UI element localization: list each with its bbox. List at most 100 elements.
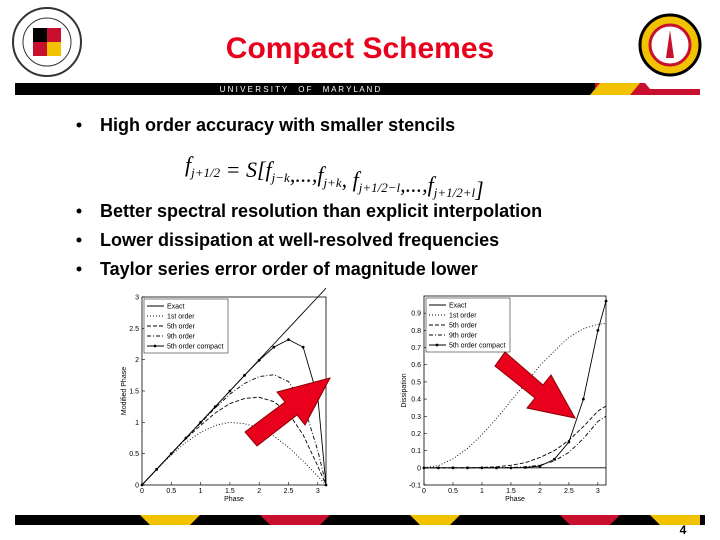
y-tick-label: -0.1 — [409, 483, 421, 490]
y-tick-label: 2 — [135, 357, 139, 364]
x-tick-label: 2.5 — [284, 488, 294, 495]
x-tick-label: 1.5 — [506, 488, 516, 495]
legend-box — [143, 298, 229, 354]
x-axis-label: Phase — [505, 496, 525, 503]
series-marker — [538, 464, 542, 468]
bottom-stripe — [15, 515, 705, 525]
x-tick-label: 0.5 — [166, 488, 176, 495]
series-marker — [604, 299, 608, 303]
formula: fj+1/2 = S[fj−k,...,fj+k, fj+1/2−l,...,f… — [185, 152, 484, 202]
university-seal — [12, 7, 82, 77]
banner-text: U N I V E R S I T Y O F M A R Y L A N D — [220, 85, 381, 94]
series-marker — [581, 397, 585, 401]
bullet-dot — [76, 237, 82, 243]
x-tick-label: 0 — [140, 488, 144, 495]
y-tick-label: 1.5 — [129, 389, 139, 396]
legend-label: 5th order compact — [167, 344, 223, 351]
x-tick-label: 0 — [422, 488, 426, 495]
legend-label: 9th order — [167, 334, 196, 341]
x-tick-label: 1 — [480, 488, 484, 495]
y-tick-label: 0 — [135, 483, 139, 490]
bullet-text: High order accuracy with smaller stencil… — [100, 115, 455, 135]
series-marker — [553, 457, 556, 461]
series-line — [141, 396, 327, 486]
y-tick-label: 0.5 — [411, 379, 421, 386]
series-line — [424, 415, 607, 469]
series-marker — [243, 373, 246, 377]
series-marker — [199, 420, 202, 424]
x-tick-label: 3 — [596, 488, 600, 495]
bullet-dot — [76, 122, 82, 128]
legend-label: 9th order — [449, 333, 478, 340]
x-tick-label: 2 — [538, 488, 542, 495]
series-marker — [155, 467, 159, 471]
x-tick-label: 3 — [316, 488, 320, 495]
series-line — [423, 323, 607, 469]
y-tick-label: 1 — [135, 420, 139, 427]
series-marker — [509, 466, 513, 470]
series-marker — [228, 389, 232, 393]
formula-part: ] — [474, 177, 484, 202]
series-marker — [301, 345, 305, 349]
series-marker — [596, 328, 600, 332]
arrow — [494, 351, 576, 419]
slide-title: Compact Schemes — [226, 32, 494, 65]
formula-subscript: j+1/2 — [189, 165, 220, 180]
formula-subscript: j−k — [270, 170, 290, 185]
formula-subscript: j+k — [321, 175, 341, 190]
x-tick-label: 1 — [199, 488, 203, 495]
bullet-dot — [76, 208, 82, 214]
formula-part: = S[f — [220, 157, 274, 182]
series-line — [141, 339, 327, 486]
y-tick-label: 2.5 — [129, 326, 139, 333]
y-tick-label: 0.7 — [411, 345, 421, 352]
y-tick-label: 0.3 — [411, 414, 421, 421]
y-tick-label: 0.8 — [411, 328, 421, 335]
bullet-text: Taylor series error order of magnitude l… — [100, 259, 478, 279]
formula-subscript: j+1/2−l — [357, 180, 401, 195]
x-axis-label: Phase — [224, 496, 244, 503]
y-tick-label: 0.9 — [411, 311, 421, 318]
y-tick-label: 0.6 — [411, 362, 421, 369]
series-marker — [140, 483, 144, 487]
formula-part: ,...,f — [400, 172, 437, 197]
legend-box — [425, 297, 511, 353]
legend-label: Exact — [449, 303, 467, 310]
series-marker — [437, 466, 440, 470]
formula-subscript: j+1/2+l — [432, 185, 476, 200]
formula-part: , f — [342, 167, 362, 192]
page-number: 4 — [680, 523, 687, 537]
y-tick-label: 0 — [417, 465, 421, 472]
y-tick-label: 0.2 — [411, 431, 421, 438]
series-marker — [480, 466, 484, 470]
y-tick-label: 3 — [135, 295, 139, 302]
series-marker — [213, 405, 217, 409]
formula-part: f — [185, 152, 194, 177]
series-marker — [567, 440, 571, 444]
bullet-text: Better spectral resolution than explicit… — [100, 201, 542, 221]
x-tick-label: 2.5 — [564, 488, 574, 495]
x-tick-label: 0.5 — [448, 488, 458, 495]
legend-label: Exact — [167, 304, 185, 311]
banner — [15, 83, 700, 95]
series-line — [141, 421, 327, 486]
legend-label: 1st order — [449, 313, 477, 320]
series-marker — [524, 466, 527, 469]
series-marker — [466, 466, 469, 470]
series-marker — [184, 436, 188, 440]
series-marker — [257, 358, 261, 362]
series-marker — [422, 466, 426, 470]
center-logo — [638, 13, 702, 77]
y-tick-label: 0.4 — [411, 397, 421, 404]
series-line — [424, 301, 607, 469]
series-marker — [169, 452, 173, 456]
x-tick-label: 1.5 — [225, 488, 235, 495]
series-marker — [287, 338, 290, 342]
arrow — [244, 377, 331, 447]
series-marker — [451, 466, 455, 470]
bullet-text: Lower dissipation at well-resolved frequ… — [100, 230, 499, 250]
legend-marker — [153, 344, 157, 348]
y-axis-label: Modified Phase — [121, 367, 128, 415]
formula-part: ,...,f — [290, 162, 327, 187]
